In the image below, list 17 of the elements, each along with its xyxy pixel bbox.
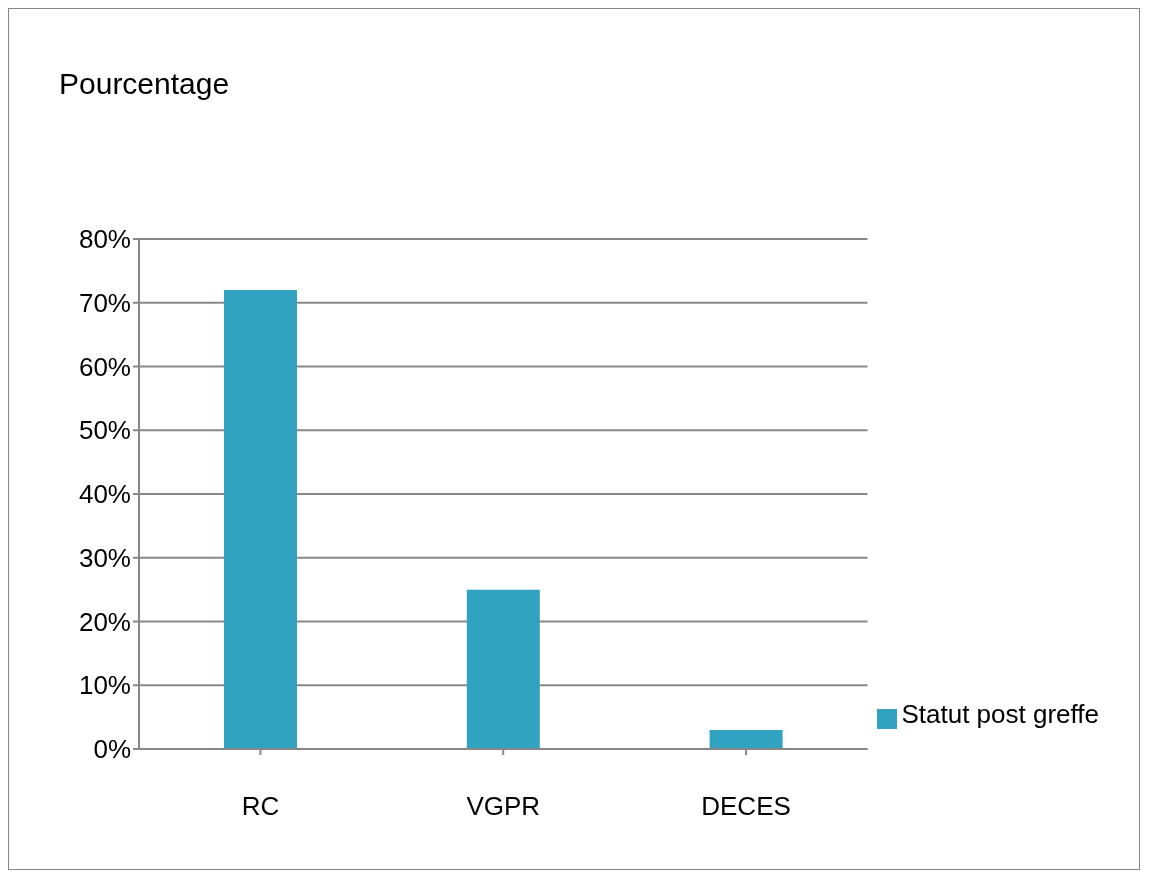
y-tick-label: 70% (78, 287, 131, 318)
x-tick-label: RC (241, 791, 280, 822)
bar (709, 729, 783, 749)
chart-title: Pourcentage (59, 67, 230, 101)
bar (466, 589, 540, 749)
y-tick-label: 20% (78, 606, 131, 637)
x-tick-label: VGPR (466, 791, 541, 822)
y-tick-label: 0% (93, 734, 131, 765)
y-tick-label: 40% (78, 479, 131, 510)
y-tick-label: 50% (78, 415, 131, 446)
y-tick-label: 10% (78, 670, 131, 701)
y-tick-label: 30% (78, 542, 131, 573)
legend-label: Statut post greffe (901, 699, 1099, 729)
y-tick-label: 80% (78, 224, 131, 255)
bar (223, 290, 297, 749)
y-tick-label: 60% (78, 351, 131, 382)
x-tick-label: DECES (701, 791, 791, 822)
